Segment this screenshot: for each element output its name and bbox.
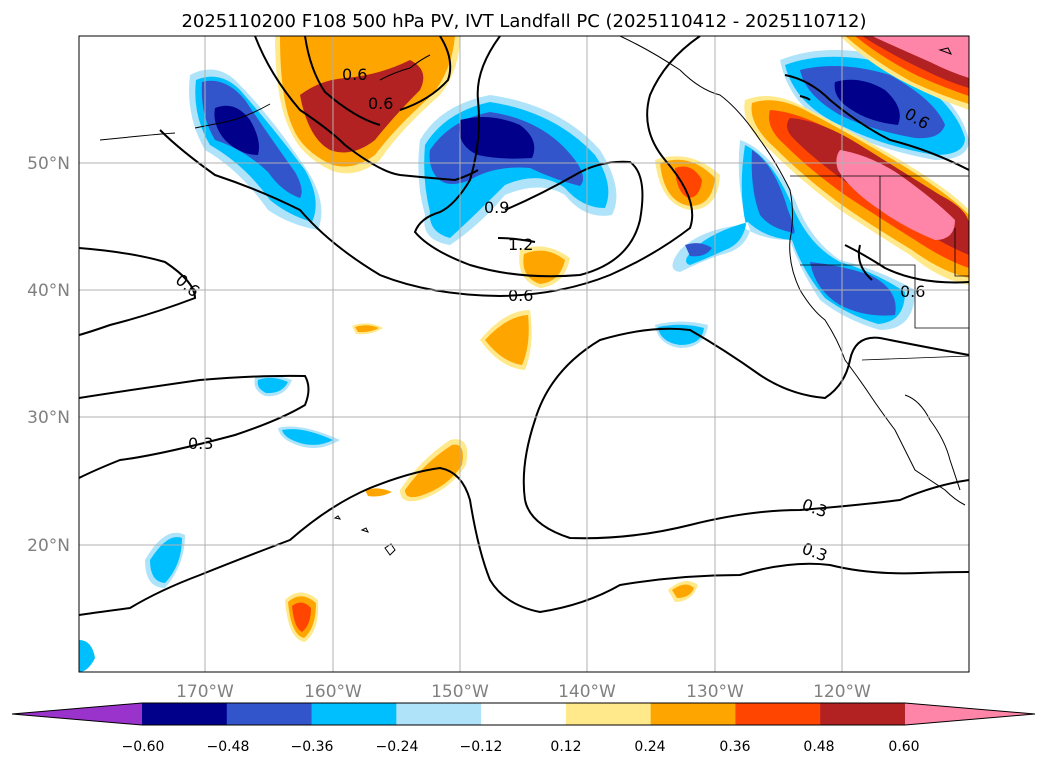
lat-label: 40°N	[27, 281, 70, 301]
colorbar-segment	[565, 703, 652, 725]
map-frame	[78, 35, 970, 673]
contour-label: 0.6	[900, 282, 925, 301]
colorbar-segment	[650, 703, 736, 725]
colorbar: −0.60 −0.48 −0.36 −0.24 −0.12 0.12 0.24 …	[11, 702, 1036, 755]
colorbar-tick: 0.24	[634, 739, 665, 755]
colorbar-tick: 0.12	[550, 739, 581, 755]
lat-label: 20°N	[27, 536, 70, 556]
colorbar-segments	[11, 702, 1036, 726]
pv-contours	[79, 36, 969, 616]
coastlines	[99, 36, 966, 556]
colorbar-ticks: −0.60 −0.48 −0.36 −0.24 −0.12 0.12 0.24 …	[122, 739, 920, 755]
colorbar-segment	[820, 703, 906, 725]
colorbar-tick: 0.36	[719, 739, 750, 755]
colorbar-tick: 0.60	[888, 739, 919, 755]
latitude-labels: 50°N 40°N 30°N 20°N	[27, 154, 70, 556]
contour-label: 0.3	[188, 434, 213, 453]
colorbar-segment	[142, 703, 228, 725]
lon-label: 170°W	[176, 682, 234, 702]
map-panel: 0.6 0.6 0.9 1.2 0.6 0.6 0.6 0.6 0.3 0.3 …	[27, 35, 970, 702]
lat-label: 30°N	[27, 408, 70, 428]
contour-label: 0.6	[342, 65, 367, 84]
colorbar-tick: −0.24	[376, 739, 419, 755]
lon-label: 160°W	[304, 682, 362, 702]
contour-label: 1.2	[508, 235, 533, 254]
colorbar-tick: −0.12	[460, 739, 503, 755]
contour-label: 0.6	[508, 286, 533, 305]
colorbar-outline	[11, 702, 1036, 726]
contour-label: 0.9	[484, 198, 509, 217]
colorbar-segment	[311, 703, 397, 725]
positive-anomaly-fills	[275, 36, 969, 642]
lon-label: 120°W	[813, 682, 871, 702]
colorbar-tick: −0.48	[207, 739, 250, 755]
lon-label: 130°W	[686, 682, 744, 702]
colorbar-segment	[226, 703, 313, 725]
lon-label: 140°W	[558, 682, 616, 702]
colorbar-segment	[481, 703, 567, 725]
colorbar-tick: −0.36	[291, 739, 334, 755]
gridlines	[79, 36, 969, 672]
contour-labels: 0.6 0.6 0.9 1.2 0.6 0.6 0.6 0.6 0.3 0.3 …	[172, 65, 933, 565]
lon-label: 150°W	[431, 682, 489, 702]
lat-label: 50°N	[27, 154, 70, 174]
colorbar-tick: 0.48	[803, 739, 834, 755]
colorbar-extend-high	[905, 703, 1035, 725]
chart-title: 2025110200 F108 500 hPa PV, IVT Landfall…	[181, 11, 866, 32]
longitude-labels: 170°W 160°W 150°W 140°W 130°W 120°W	[176, 682, 871, 702]
colorbar-segment	[735, 703, 821, 725]
colorbar-extend-low	[12, 703, 142, 725]
colorbar-tick: −0.60	[122, 739, 165, 755]
contour-label: 0.6	[368, 94, 393, 113]
colorbar-segment	[396, 703, 482, 725]
political-borders	[790, 175, 969, 361]
